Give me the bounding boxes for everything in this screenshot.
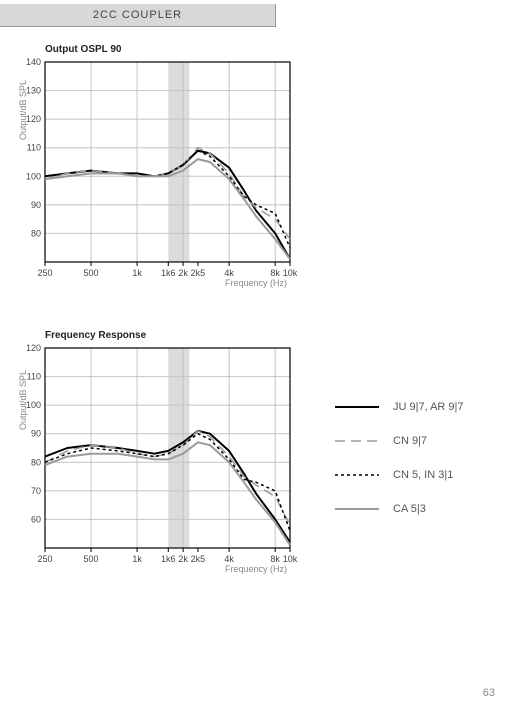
- legend-label: CA 5|3: [393, 503, 426, 515]
- legend-label: CN 9|7: [393, 435, 427, 447]
- svg-text:500: 500: [84, 554, 99, 564]
- svg-text:100: 100: [26, 400, 41, 410]
- legend-swatch-1: [335, 434, 379, 448]
- svg-text:60: 60: [31, 514, 41, 524]
- svg-text:10k: 10k: [283, 554, 298, 564]
- svg-text:4k: 4k: [224, 554, 234, 564]
- svg-text:500: 500: [84, 268, 99, 278]
- svg-text:80: 80: [31, 228, 41, 238]
- svg-text:130: 130: [26, 86, 41, 96]
- chart1: 80 90 100 110 120 130 140 250 500 1k 1k62k2k5 4k 8k1…: [20, 58, 310, 288]
- legend-swatch-0: [335, 400, 379, 414]
- svg-text:1k6: 1k6: [161, 268, 176, 278]
- page-number: 63: [483, 687, 495, 699]
- chart1-title: Output OSPL 90: [45, 44, 122, 55]
- legend-label: CN 5, IN 3|1: [393, 469, 453, 481]
- svg-text:2k: 2k: [178, 268, 188, 278]
- svg-text:140: 140: [26, 58, 41, 67]
- svg-text:8k: 8k: [270, 268, 280, 278]
- svg-text:250: 250: [37, 554, 52, 564]
- legend-row: JU 9|7, AR 9|7: [335, 390, 505, 424]
- legend-row: CN 9|7: [335, 424, 505, 458]
- svg-text:2k: 2k: [178, 554, 188, 564]
- svg-text:120: 120: [26, 114, 41, 124]
- legend-row: CN 5, IN 3|1: [335, 458, 505, 492]
- svg-text:2k5: 2k5: [191, 554, 206, 564]
- legend-swatch-2: [335, 468, 379, 482]
- svg-text:110: 110: [27, 372, 41, 382]
- svg-text:8k: 8k: [270, 554, 280, 564]
- svg-text:80: 80: [31, 457, 41, 467]
- chart2-title: Frequency Response: [45, 330, 146, 341]
- svg-text:100: 100: [26, 171, 41, 181]
- svg-text:2k5: 2k5: [191, 268, 206, 278]
- svg-text:1k6: 1k6: [161, 554, 176, 564]
- svg-text:90: 90: [31, 429, 41, 439]
- svg-text:1k: 1k: [132, 268, 142, 278]
- svg-text:10k: 10k: [283, 268, 298, 278]
- svg-text:70: 70: [31, 486, 41, 496]
- svg-text:4k: 4k: [224, 268, 234, 278]
- legend-label: JU 9|7, AR 9|7: [393, 401, 464, 413]
- svg-text:1k: 1k: [132, 554, 142, 564]
- svg-text:110: 110: [27, 143, 41, 153]
- svg-text:120: 120: [26, 344, 41, 353]
- svg-text:250: 250: [37, 268, 52, 278]
- chart2: 60 70 80 90 100 110 120 250 500 1k 1k62k2k5 4k 8k10k: [20, 344, 310, 574]
- legend-swatch-3: [335, 502, 379, 516]
- legend-row: CA 5|3: [335, 492, 505, 526]
- svg-text:90: 90: [31, 200, 41, 210]
- header-tab: 2CC COUPLER: [0, 4, 276, 27]
- legend: JU 9|7, AR 9|7 CN 9|7 CN 5, IN 3|1 CA 5|…: [335, 390, 505, 526]
